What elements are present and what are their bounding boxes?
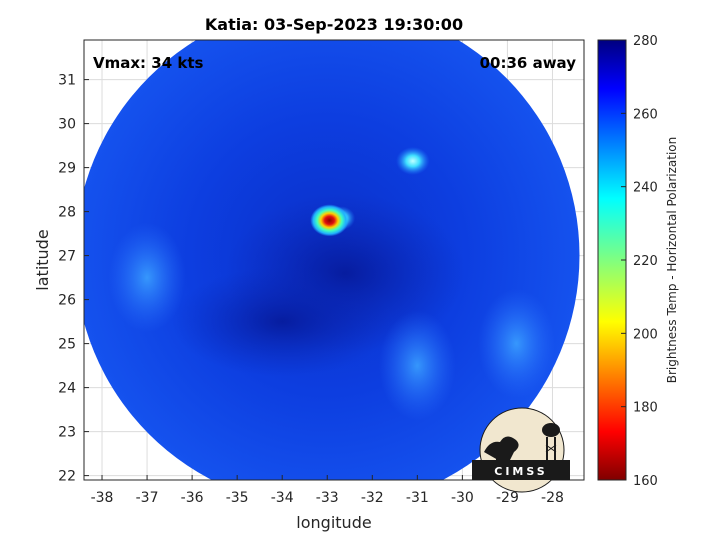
colorbar-tick-label: 180 [633,401,658,416]
x-tick-label: -37 [136,490,159,506]
y-axis-title: latitude [33,229,52,290]
y-tick-label: 26 [58,293,76,309]
x-tick-label: -31 [406,490,429,506]
brightness-feature [378,310,456,421]
y-tick-label: 24 [58,381,76,397]
cimss-logo: CIMSS [472,407,570,493]
brightness-feature [396,147,430,175]
brightness-feature [108,222,186,333]
colorbar-tick-label: 260 [633,107,658,122]
brightness-feature [310,204,349,237]
time-away-annotation: 00:36 away [480,54,577,72]
y-tick-label: 25 [58,337,76,353]
x-tick-label: -36 [181,490,204,506]
colorbar-tick-label: 220 [633,254,658,269]
swath-layer [84,40,580,480]
dark-band [172,266,393,377]
colorbar-tick-label: 200 [633,327,658,342]
x-tick-label: -35 [226,490,249,506]
y-tick-label: 22 [58,469,76,485]
x-tick-label: -32 [361,490,384,506]
y-tick-label: 30 [58,117,76,133]
x-tick-label: -28 [541,490,564,506]
y-tick-label: 31 [58,73,76,89]
y-tick-label: 29 [58,161,76,177]
plot-frame [83,39,585,481]
vmax-annotation: Vmax: 34 kts [93,54,203,72]
chart-title: Katia: 03-Sep-2023 19:30:00 [205,15,463,34]
x-ticks: -38 -37 -36 -35 -34 -33 -32 -31 -30 -29 -28 [91,475,564,506]
brightness-feature [477,288,555,399]
x-tick-label: -34 [271,490,294,506]
colorbar-tick-label: 240 [633,181,658,196]
svg-text:CIMSS: CIMSS [494,465,547,478]
colorbar-ticks: 160 180 200 220 240 260 280 [621,34,658,489]
features [108,147,555,421]
y-tick-label: 27 [58,249,76,265]
x-tick-label: -30 [451,490,474,506]
y-tick-label: 28 [58,205,76,221]
x-axis-title: longitude [296,513,371,532]
y-tick-label: 23 [58,425,76,441]
colorbar-title: Brightness Temp - Horizontal Polarizatio… [665,137,679,384]
x-tick-label: -33 [316,490,339,506]
colorbar-tick-label: 160 [633,474,658,489]
colorbar-tick-label: 280 [633,34,658,49]
x-tick-label: -29 [496,490,519,506]
y-ticks: 22 23 24 25 26 27 28 29 30 31 [58,73,89,485]
x-tick-label: -38 [91,490,114,506]
